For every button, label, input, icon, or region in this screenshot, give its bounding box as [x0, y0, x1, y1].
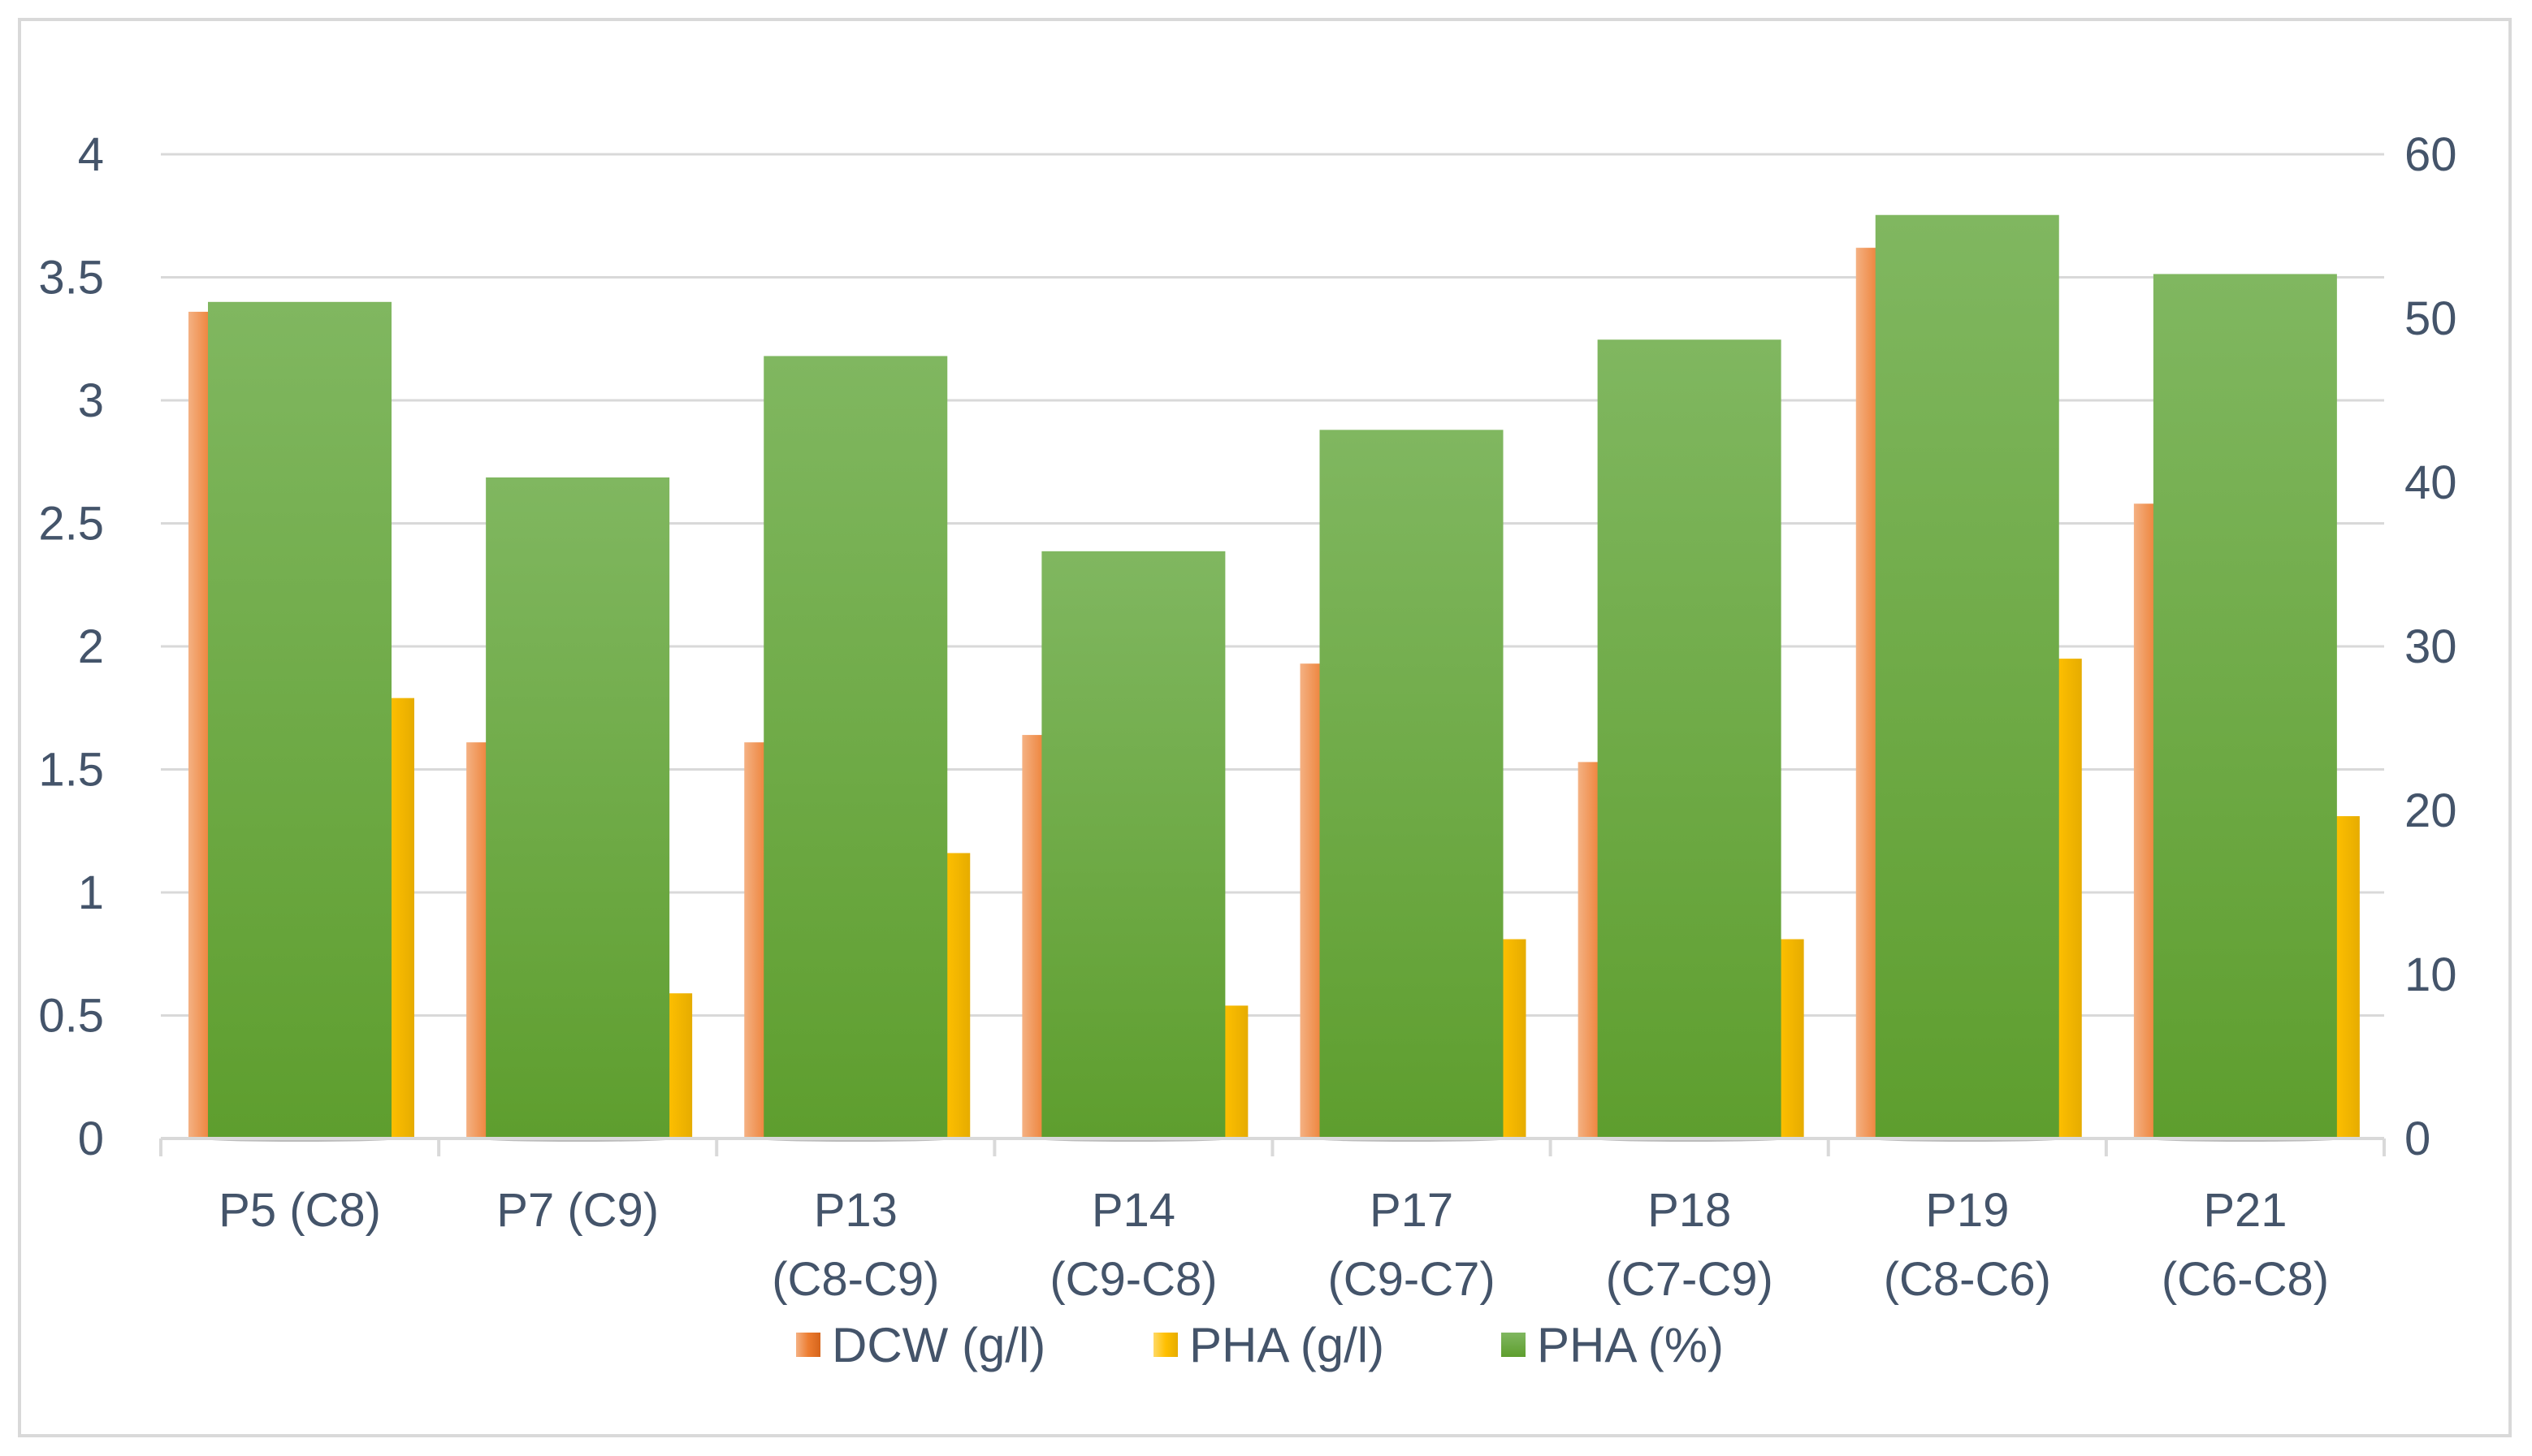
- right-tick-label: 10: [2404, 948, 2457, 1001]
- category-label: P7 (C9): [496, 1184, 659, 1237]
- legend-swatch: [1153, 1333, 1178, 1357]
- legend-swatch: [1501, 1333, 1526, 1357]
- bar-pha-percent: [1041, 551, 1226, 1138]
- category-label: P19: [1925, 1184, 2009, 1237]
- category-label: P21: [2203, 1184, 2287, 1237]
- legend-item: PHA (g/l): [1153, 1318, 1384, 1372]
- legend-label: DCW (g/l): [832, 1318, 1045, 1372]
- category-label: P17: [1370, 1184, 1453, 1237]
- right-axis: 0 10 20 30 40 50 60: [2404, 128, 2457, 1165]
- right-tick-label: 50: [2404, 292, 2457, 345]
- bar-pha-percent: [208, 301, 392, 1138]
- left-tick-label: 3.5: [38, 252, 104, 305]
- category-label: (C6-C8): [2162, 1253, 2329, 1306]
- legend-label: PHA (g/l): [1189, 1318, 1384, 1372]
- right-tick-label: 20: [2404, 784, 2457, 837]
- left-tick-label: 2.5: [38, 498, 104, 551]
- legend-item: DCW (g/l): [796, 1318, 1045, 1372]
- bar-pha-percent: [486, 477, 670, 1138]
- left-axis: 0 0.5 1 1.5 2 2.5 3 3.5 4: [38, 128, 104, 1165]
- right-tick-label: 40: [2404, 456, 2457, 509]
- right-tick-label: 60: [2404, 128, 2457, 181]
- category-label: (C7-C9): [1606, 1253, 1773, 1306]
- bar-pha-percent: [1597, 339, 1781, 1138]
- bars: [188, 214, 2360, 1142]
- bar-pha-percent: [2153, 274, 2337, 1139]
- right-tick-label: 0: [2404, 1113, 2430, 1165]
- category-label: P5 (C8): [219, 1184, 381, 1237]
- legend: DCW (g/l) PHA (g/l) PHA (%): [796, 1318, 1724, 1372]
- left-tick-label: 0: [78, 1113, 104, 1165]
- right-tick-label: 30: [2404, 620, 2457, 673]
- bar-pha-percent: [1319, 430, 1504, 1138]
- legend-swatch: [796, 1333, 820, 1357]
- bar-pha-percent: [764, 356, 948, 1139]
- legend-item: PHA (%): [1501, 1318, 1724, 1372]
- left-tick-label: 0.5: [38, 990, 104, 1043]
- bar-pha-percent: [1875, 214, 2059, 1138]
- category-label: (C8-C9): [772, 1253, 939, 1306]
- category-label: (C9-C7): [1327, 1253, 1495, 1306]
- category-label: (C8-C6): [1884, 1253, 2051, 1306]
- left-tick-label: 2: [78, 620, 104, 673]
- left-tick-label: 4: [78, 128, 104, 181]
- category-label: P18: [1647, 1184, 1731, 1237]
- chart-frame: [18, 18, 2512, 1437]
- category-label: (C9-C8): [1050, 1253, 1217, 1306]
- x-axis: P5 (C8) P7 (C9) P13 (C8-C9) P14 (C9-C8) P17 (C9…: [159, 1137, 2386, 1306]
- category-label: P14: [1092, 1184, 1175, 1237]
- left-tick-label: 1: [78, 866, 104, 919]
- category-label: P13: [814, 1184, 898, 1237]
- left-tick-label: 1.5: [38, 744, 104, 797]
- legend-label: PHA (%): [1537, 1318, 1724, 1372]
- left-tick-label: 3: [78, 374, 104, 427]
